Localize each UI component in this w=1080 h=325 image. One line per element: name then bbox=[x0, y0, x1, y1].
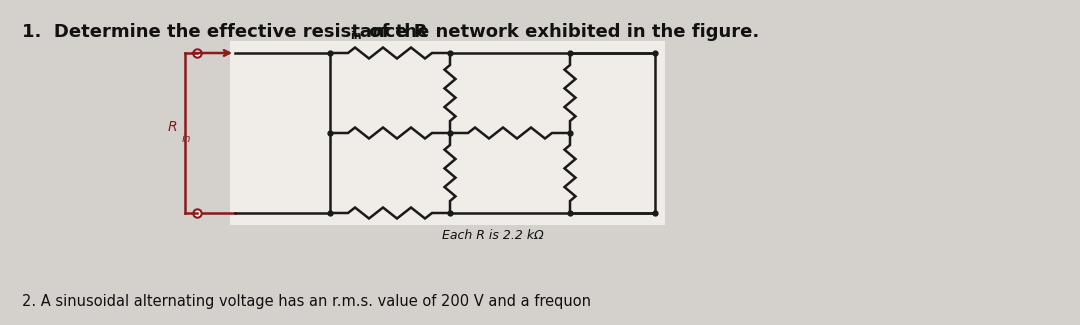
Text: Each R is 2.2 kΩ: Each R is 2.2 kΩ bbox=[442, 229, 543, 242]
Text: 2. A sinusoidal alternating voltage has an r.m.s. value of 200 V and a frequon: 2. A sinusoidal alternating voltage has … bbox=[22, 294, 591, 309]
Text: 1.  Determine the effective resistance R: 1. Determine the effective resistance R bbox=[22, 23, 427, 41]
Bar bbox=[230, 41, 665, 225]
Text: of the network exhibited in the figure.: of the network exhibited in the figure. bbox=[363, 23, 759, 41]
Text: in: in bbox=[350, 31, 362, 41]
Text: R: R bbox=[167, 120, 177, 134]
Text: in: in bbox=[183, 134, 191, 144]
